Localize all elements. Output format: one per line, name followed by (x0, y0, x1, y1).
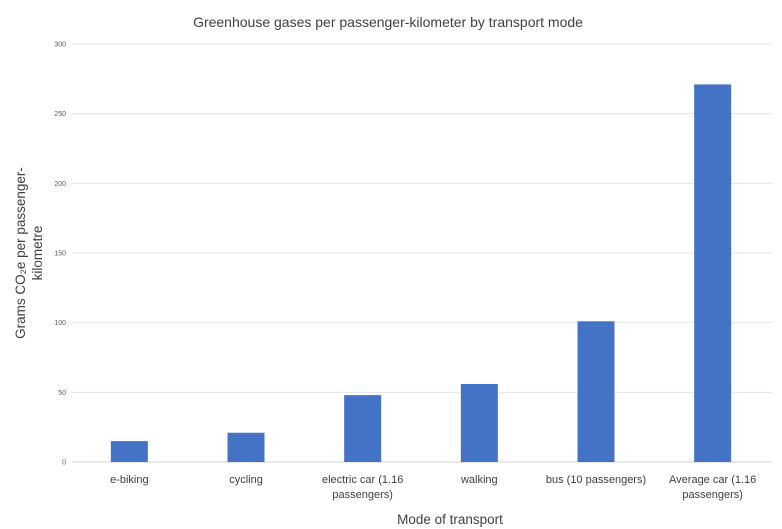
x-tick-label: walking (460, 474, 498, 486)
bars (110, 84, 732, 462)
y-axis-title-text: Grams CO₂e per passenger-kilometre (13, 167, 45, 339)
y-tick-labels: 0 50 100 150 200 250 300 (54, 42, 66, 467)
x-tick-label-line: cycling (229, 474, 263, 486)
x-tick-label-line: passengers) (682, 489, 743, 501)
x-tick-label: cycling (229, 474, 263, 486)
x-tick-label-line: electric car (1.16 (322, 474, 403, 486)
bar (110, 441, 148, 462)
x-tick-label: electric car (1.16 passengers) (322, 474, 403, 501)
x-tick-label-line: Average car (1.16 (669, 474, 756, 486)
bar (227, 432, 265, 462)
x-tick-label-line: passengers) (332, 489, 393, 501)
y-axis-title-line: kilometre (30, 226, 45, 281)
y-tick-label: 150 (54, 251, 66, 258)
bar (694, 84, 732, 462)
y-axis-title-line: Grams CO₂e per passenger- (13, 167, 28, 339)
x-tick-label: e-biking (110, 474, 149, 486)
x-tick-labels: e-biking cycling electric car (1.16 passeng… (110, 474, 756, 501)
y-tick-label: 0 (62, 460, 66, 467)
y-tick-label: 300 (54, 42, 66, 49)
bar (460, 383, 498, 462)
x-tick-label: Average car (1.16 passengers) (669, 474, 756, 501)
x-tick-label-line: walking (460, 474, 498, 486)
y-tick-label: 100 (54, 320, 66, 327)
chart-title: Greenhouse gases per passenger-kilometer… (193, 14, 583, 30)
x-tick-label: bus (10 passengers) (546, 474, 646, 486)
y-tick-label: 250 (54, 111, 66, 118)
x-tick-label-line: bus (10 passengers) (546, 474, 646, 486)
y-tick-label: 50 (58, 390, 66, 397)
bar (344, 395, 382, 462)
y-tick-label: 200 (54, 181, 66, 188)
y-axis-title: Grams CO₂e per passenger-kilometre (13, 167, 45, 339)
gridlines (72, 43, 772, 463)
x-tick-label-line: e-biking (110, 474, 149, 486)
bar (577, 321, 615, 462)
x-axis-title: Mode of transport (397, 512, 503, 527)
